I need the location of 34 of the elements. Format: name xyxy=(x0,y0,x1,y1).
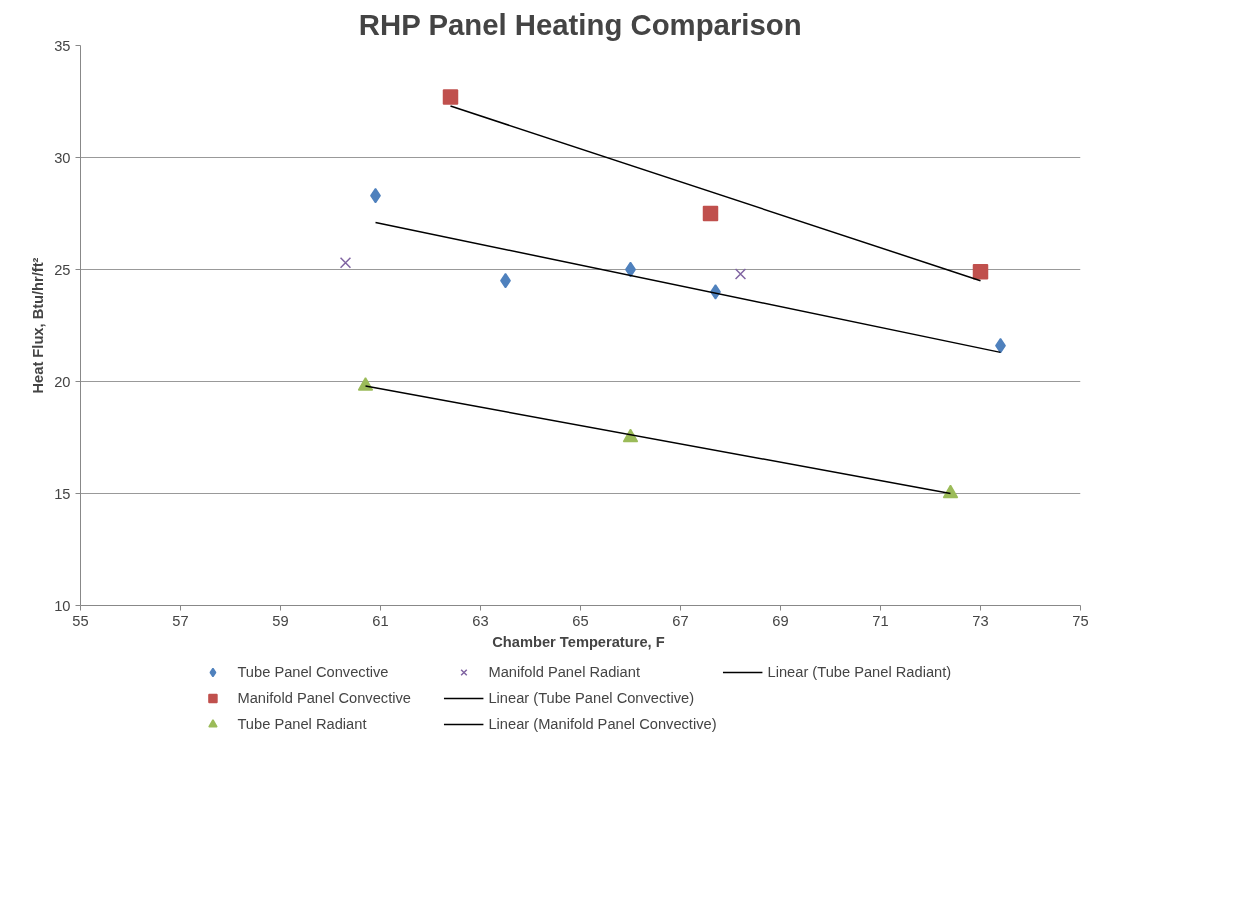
y-tick-label: 15 xyxy=(54,485,71,502)
x-tick-label: 69 xyxy=(772,612,789,629)
y-tick-label: 25 xyxy=(54,261,71,278)
x-tick-label: 67 xyxy=(672,612,689,629)
x-tick-label: 59 xyxy=(272,612,289,629)
x-tick-label: 57 xyxy=(172,612,189,629)
point xyxy=(357,377,374,391)
legend-label: Linear (Tube Panel Radiant) xyxy=(767,664,953,680)
x-tick-label: 65 xyxy=(572,612,589,629)
legend-label: Manifold Panel Convective xyxy=(237,690,412,706)
y-tick-label: 20 xyxy=(54,373,71,390)
point xyxy=(702,205,719,222)
legend-label: Tube Panel Radiant xyxy=(237,716,368,732)
y-tick-label: 30 xyxy=(54,149,71,166)
x-axis-title: Chamber Temperature, F xyxy=(492,633,665,650)
y-tick-label: 35 xyxy=(54,37,71,54)
point xyxy=(442,89,459,105)
point xyxy=(972,263,989,280)
y-axis-title: Heat Flux, Btu/hr/ft² xyxy=(30,257,47,394)
x-tick-label: 61 xyxy=(372,612,389,629)
point xyxy=(339,257,352,269)
x-tick-label: 55 xyxy=(72,612,89,629)
x-tick-label: 75 xyxy=(1072,612,1089,629)
legend-label: Linear (Tube Panel Convective) xyxy=(488,690,695,706)
legend-label: Linear (Manifold Panel Convective) xyxy=(488,716,717,732)
y-tick-label: 10 xyxy=(54,597,71,614)
point xyxy=(942,484,959,499)
x-tick-label: 71 xyxy=(872,612,889,629)
chart-title: RHP Panel Heating Comparison xyxy=(358,7,802,41)
legend-label: Tube Panel Convective xyxy=(237,664,390,680)
x-tick-label: 73 xyxy=(972,612,989,629)
x-tick-label: 63 xyxy=(472,612,489,629)
point xyxy=(734,268,747,280)
legend-label: Manifold Panel Radiant xyxy=(488,664,641,680)
